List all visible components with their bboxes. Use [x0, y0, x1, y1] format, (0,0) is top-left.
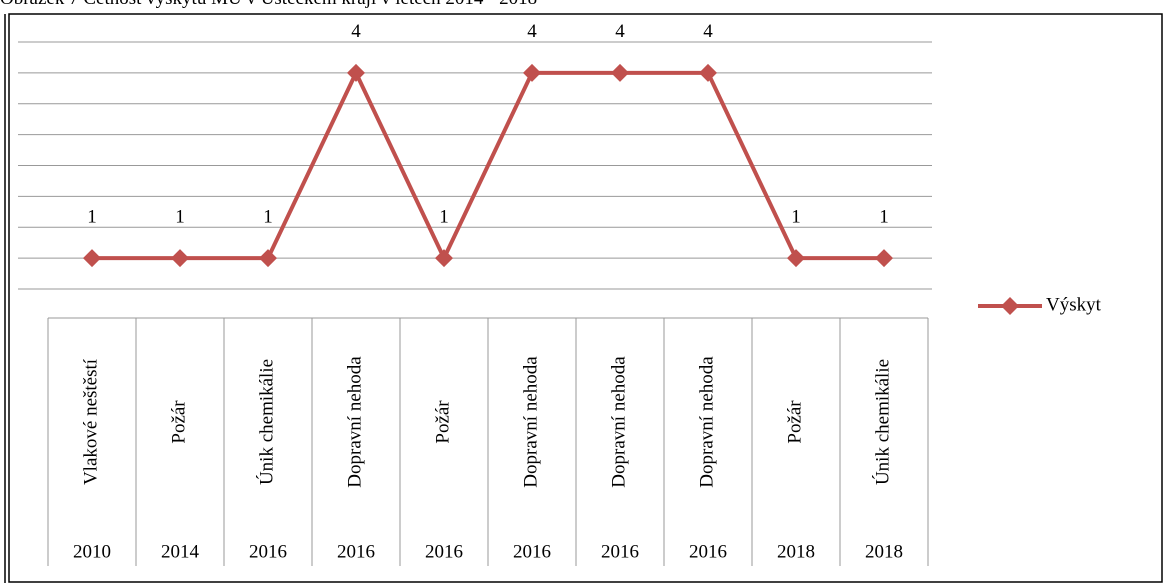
x-tick-label: Dopravní nehoda [520, 356, 541, 488]
x-group-label: 2010 [73, 541, 111, 562]
legend-label: Výskyt [1046, 294, 1102, 315]
x-group-label: 2016 [249, 541, 287, 562]
chart-title: Obrázek 7 Četnost výskytu MU v Ústeckém … [0, 0, 537, 9]
data-label: 4 [351, 21, 361, 42]
x-group-label: 2016 [601, 541, 639, 562]
x-tick-label: Únik chemikálie [871, 359, 893, 485]
data-label: 1 [439, 206, 449, 227]
x-group-label: 2016 [689, 541, 727, 562]
x-tick-label: Požár [168, 400, 189, 444]
series-line [92, 70, 884, 261]
x-group-label: 2016 [337, 541, 375, 562]
data-point [787, 249, 805, 268]
x-group-label: 2016 [513, 541, 551, 562]
frame [8, 13, 1163, 583]
x-tick-label: Dopravní nehoda [608, 356, 629, 488]
x-tick-label: Požár [784, 400, 805, 444]
data-label: 1 [263, 206, 273, 227]
x-tick-label: Dopravní nehoda [344, 356, 365, 488]
data-point [83, 249, 101, 268]
data-label: 1 [791, 206, 801, 227]
x-tick-label: Požár [432, 400, 453, 444]
data-point [435, 249, 453, 268]
data-point [699, 63, 717, 82]
data-point [347, 63, 365, 82]
data-label: 4 [703, 21, 713, 42]
x-group-label: 2018 [865, 541, 903, 562]
data-point [171, 249, 189, 268]
data-point [523, 63, 541, 82]
data-point [611, 63, 629, 82]
data-label: 1 [175, 206, 185, 227]
data-label: 4 [527, 21, 537, 42]
legend-marker [1001, 297, 1019, 315]
x-tick-label: Dopravní nehoda [696, 356, 717, 488]
x-tick-label: Únik chemikálie [255, 359, 277, 485]
data-point [875, 249, 893, 268]
data-label: 4 [615, 21, 625, 42]
x-group-label: 2018 [777, 541, 815, 562]
x-tick-label: Vlakové neštěstí [80, 358, 101, 485]
data-point [259, 249, 277, 268]
x-group-label: 2016 [425, 541, 463, 562]
x-group-label: 2014 [161, 541, 200, 562]
data-label: 1 [87, 206, 97, 227]
data-label: 1 [879, 206, 889, 227]
